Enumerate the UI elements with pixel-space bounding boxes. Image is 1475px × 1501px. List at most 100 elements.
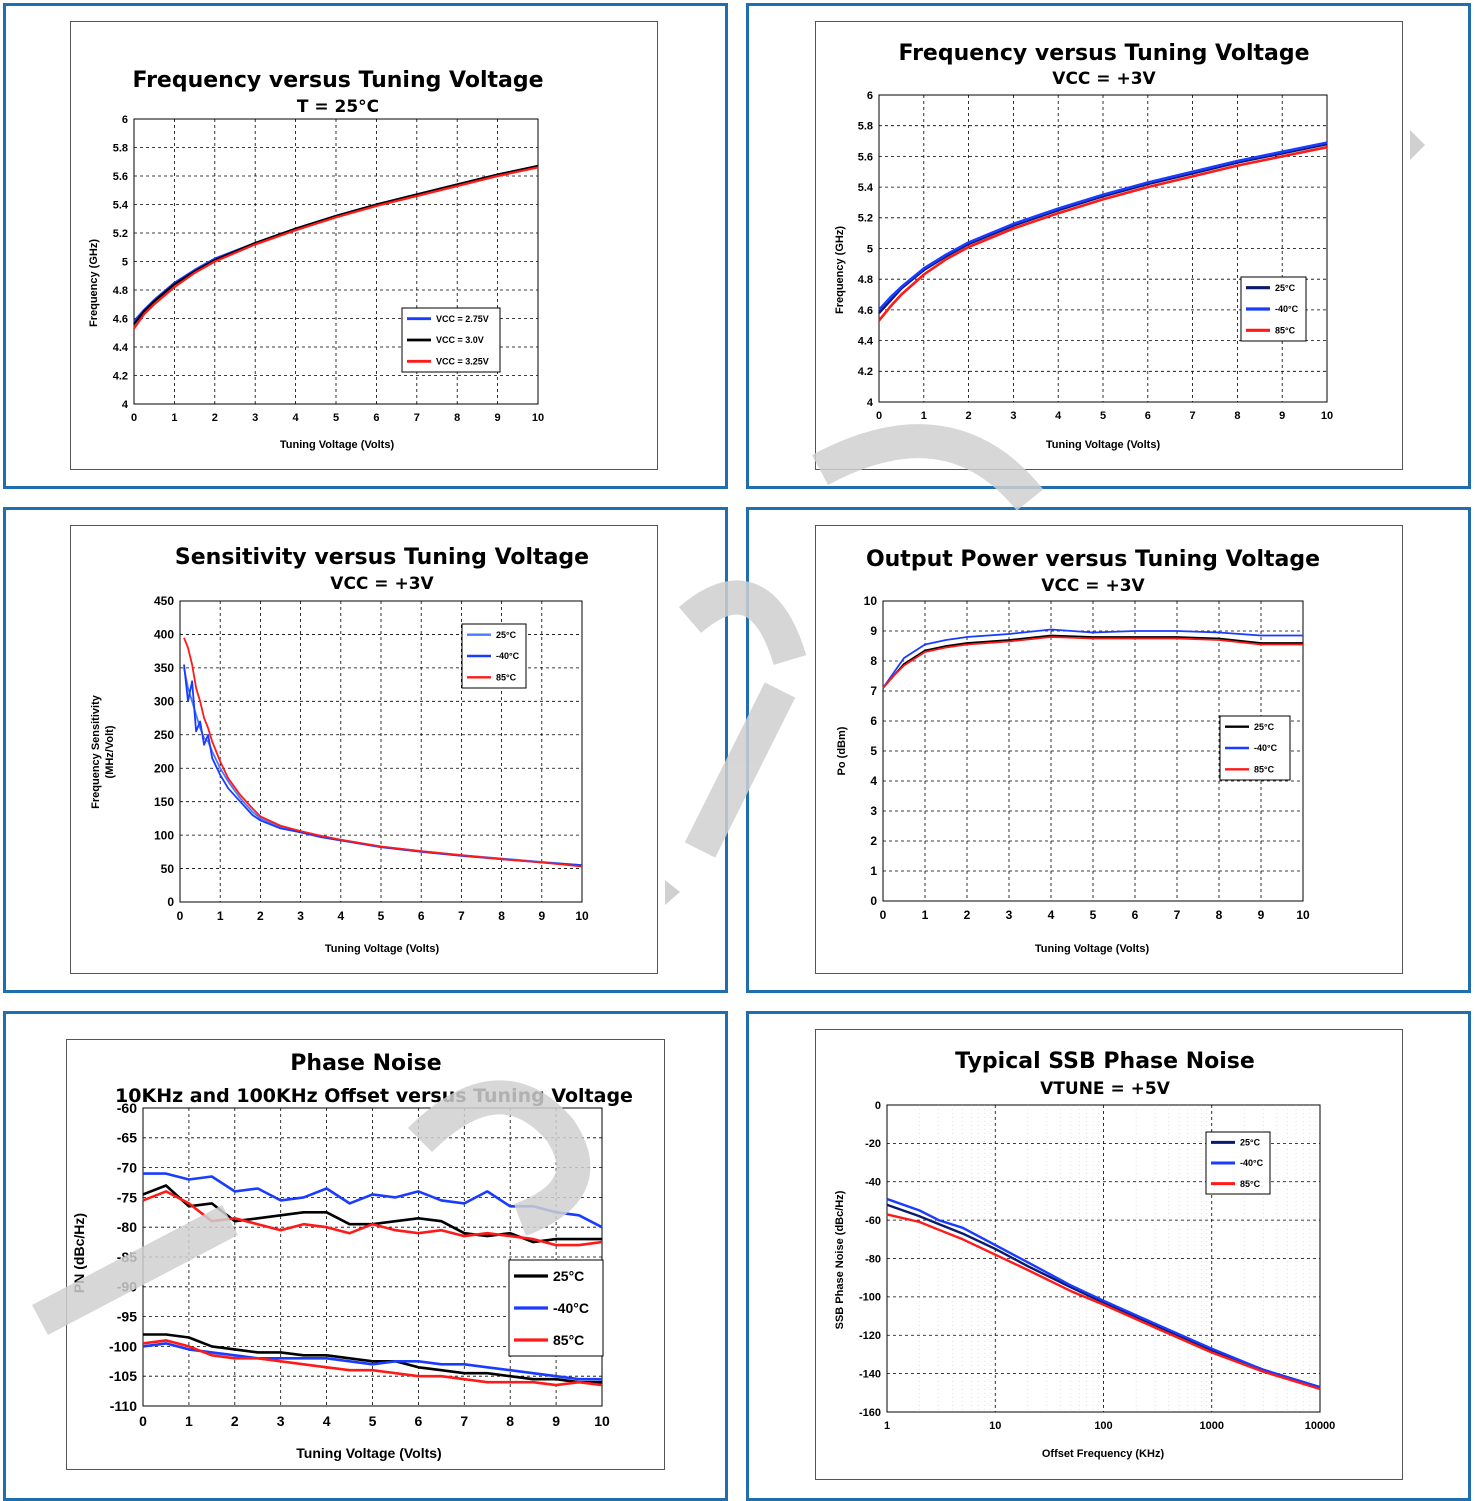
legend-label: 85°C	[1275, 325, 1296, 335]
y-tick-label: -110	[110, 1398, 137, 1414]
y-tick-label: 5	[122, 256, 128, 268]
x-tick-label: 8	[498, 909, 505, 923]
x-tick-label: 0	[177, 909, 184, 923]
x-tick-label: 5	[378, 909, 385, 923]
y-axis-label: SSB Phase Noise (dBc/Hz)	[834, 1190, 846, 1329]
series-line	[886, 1203, 1321, 1389]
series-line	[886, 1213, 1321, 1391]
y-tick-label: -75	[117, 1189, 137, 1205]
x-tick-label: 10	[989, 1420, 1001, 1432]
legend-label: 25°C	[1254, 722, 1275, 732]
chart-subtitle: T = 25°C	[297, 97, 379, 117]
y-tick-label: 5.2	[113, 228, 128, 240]
x-tick-label: 0	[139, 1413, 147, 1429]
y-axis-label: Frequency (GHz)	[834, 226, 846, 314]
x-tick-label: 9	[1279, 410, 1285, 422]
legend-label: VCC = 3.25V	[436, 356, 489, 366]
chart-2-svg: Frequency versus Tuning Voltage VCC = +3…	[834, 41, 1333, 451]
y-tick-label: 200	[154, 761, 174, 775]
x-tick-label: 9	[538, 909, 545, 923]
y-tick-label: 6	[867, 90, 873, 102]
x-tick-label: 6	[373, 412, 379, 424]
chart-5-svg: Phase Noise 10KHz and 100KHz Offset vers…	[71, 1051, 633, 1461]
x-tick-label: 8	[454, 412, 460, 424]
y-tick-label: -160	[859, 1407, 881, 1419]
y-tick-label: 4	[870, 774, 877, 788]
x-tick-label: 5	[369, 1413, 377, 1429]
series-line	[877, 145, 1328, 322]
y-axis-label: Frequency Sensitivity	[90, 694, 102, 809]
x-tick-label: 8	[506, 1413, 514, 1429]
y-tick-label: 0	[875, 1100, 881, 1112]
y-tick-label: 0	[870, 894, 877, 908]
x-tick-label: 3	[1010, 410, 1016, 422]
legend-label: -40°C	[1275, 304, 1299, 314]
y-axis-label: PN (dBc/Hz)	[71, 1213, 87, 1293]
legend-label: 25°C	[553, 1268, 584, 1284]
y-tick-label: -100	[109, 1338, 137, 1354]
y-tick-label: -100	[859, 1292, 881, 1304]
x-tick-label: 2	[964, 908, 971, 922]
y-tick-label: 3	[870, 804, 877, 818]
y-tick-label: 5.4	[113, 199, 129, 211]
x-axis-label: Tuning Voltage (Volts)	[325, 943, 440, 955]
chart-4-svg: Output Power versus Tuning Voltage VCC =…	[836, 547, 1320, 955]
x-tick-label: 10000	[1305, 1420, 1336, 1432]
legend-label: -40°C	[1240, 1158, 1264, 1168]
x-tick-label: 4	[337, 909, 344, 923]
x-tick-label: 6	[415, 1413, 423, 1429]
x-tick-label: 9	[552, 1413, 560, 1429]
x-tick-label: 1	[171, 412, 177, 424]
chart-output-power-vs-tuning: Output Power versus Tuning Voltage VCC =…	[815, 525, 1403, 974]
series-line	[882, 628, 1303, 689]
series-line	[882, 636, 1303, 689]
x-tick-label: 1	[185, 1413, 193, 1429]
y-tick-label: -20	[865, 1138, 881, 1150]
x-tick-label: 3	[1006, 908, 1013, 922]
chart-3-svg: Sensitivity versus Tuning Voltage VCC = …	[90, 545, 589, 955]
y-tick-label: -120	[859, 1330, 881, 1342]
y-tick-label: 400	[154, 628, 174, 642]
chart-title: Frequency versus Tuning Voltage	[132, 68, 543, 93]
x-tick-label: 3	[252, 412, 258, 424]
legend-label: 85°C	[1240, 1179, 1261, 1189]
chart-phase-noise-vs-tuning: Phase Noise 10KHz and 100KHz Offset vers…	[66, 1039, 665, 1470]
x-tick-label: 10	[532, 412, 544, 424]
y-tick-label: 4	[122, 399, 129, 411]
x-tick-label: 2	[257, 909, 264, 923]
x-tick-label: 2	[966, 410, 972, 422]
legend-label: 85°C	[1254, 764, 1275, 774]
y-tick-label: 0	[167, 895, 174, 909]
y-tick-label: -80	[117, 1219, 137, 1235]
chart-subtitle: 10KHz and 100KHz Offset versus Tuning Vo…	[115, 1085, 633, 1107]
series-line	[882, 634, 1303, 689]
chart-subtitle: VTUNE = +5V	[1040, 1079, 1171, 1099]
chart-frequency-vs-tuning-25c: Frequency versus Tuning Voltage T = 25°C…	[70, 21, 658, 470]
y-tick-label: 450	[154, 594, 174, 608]
legend-label: -40°C	[1254, 743, 1278, 753]
series-line	[143, 1333, 602, 1384]
x-tick-label: 1000	[1200, 1420, 1224, 1432]
x-tick-label: 7	[460, 1413, 468, 1429]
x-tick-label: 7	[458, 909, 465, 923]
x-tick-label: 8	[1216, 908, 1223, 922]
y-tick-label: 5.4	[858, 182, 874, 194]
series-line	[133, 166, 539, 330]
y-tick-label: 4	[867, 397, 874, 409]
y-tick-label: 6	[122, 114, 128, 126]
x-tick-label: 1	[884, 1420, 890, 1432]
y-tick-label: 4.4	[858, 335, 874, 347]
x-tick-label: 4	[1048, 908, 1055, 922]
chart-title: Typical SSB Phase Noise	[955, 1049, 1255, 1074]
x-tick-label: 5	[1090, 908, 1097, 922]
y-tick-label: 4.8	[858, 274, 873, 286]
y-tick-label: -140	[859, 1368, 881, 1380]
legend-label: 25°C	[1240, 1137, 1261, 1147]
legend-label: -40°C	[553, 1300, 589, 1316]
chart-1-svg: Frequency versus Tuning Voltage T = 25°C…	[88, 68, 544, 451]
y-tick-label: 300	[154, 695, 174, 709]
y-tick-label: 4.6	[858, 305, 873, 317]
y-tick-label: -65	[117, 1130, 137, 1146]
series-line	[142, 1342, 602, 1381]
x-tick-label: 6	[418, 909, 425, 923]
